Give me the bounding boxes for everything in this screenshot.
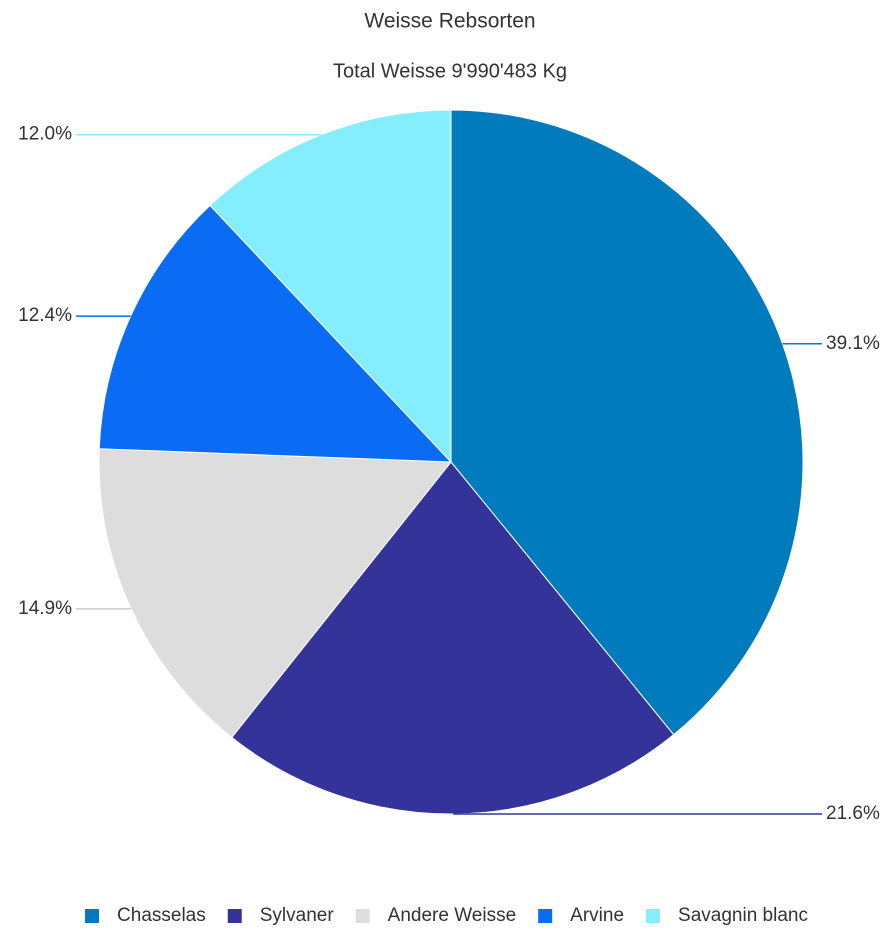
legend-label: Chasselas <box>117 905 206 926</box>
data-label: 21.6% <box>826 803 880 824</box>
chart-subtitle: Total Weisse 9'990'483 Kg <box>333 60 567 82</box>
legend-swatch <box>355 909 370 923</box>
legend-swatch <box>227 909 242 923</box>
legend-label: Arvine <box>570 905 624 926</box>
legend-swatch <box>85 909 100 923</box>
pie-slice <box>98 448 453 739</box>
chart-title: Weisse Rebsorten <box>364 10 535 33</box>
legend-label: Sylvaner <box>260 905 335 926</box>
legend-swatch <box>646 909 661 923</box>
legend-label: Savagnin blanc <box>678 905 808 926</box>
pie-slice <box>231 461 675 815</box>
legend-swatch <box>538 909 553 923</box>
data-label: 12.0% <box>18 124 72 145</box>
data-label: 12.4% <box>18 305 72 326</box>
data-label: 39.1% <box>826 333 880 354</box>
data-label: 14.9% <box>18 598 72 619</box>
pie-slice <box>209 109 452 464</box>
legend: Chasselas Sylvaner Andere Weisse Arvine Sava… <box>85 905 808 926</box>
legend-label: Andere Weisse <box>388 905 517 926</box>
